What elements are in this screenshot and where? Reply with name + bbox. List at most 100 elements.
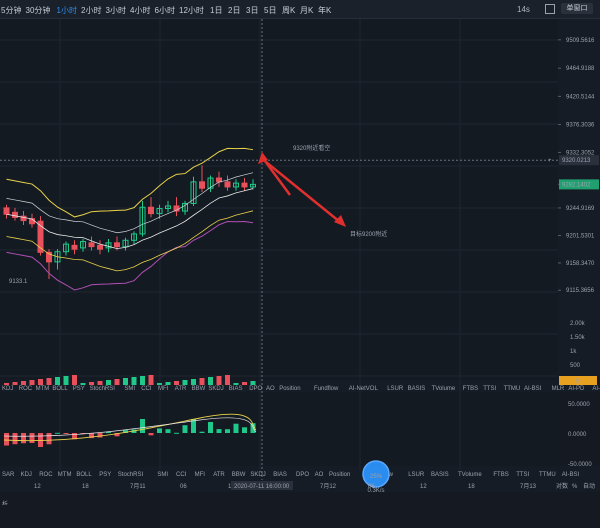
indicator2-tab-6: StochRSI (118, 472, 144, 478)
volume-bar (123, 378, 128, 385)
timeframe-10[interactable]: 3日 (246, 6, 259, 15)
window-mode-button[interactable]: 单窗口 (561, 3, 593, 14)
indicator2-tab-0: SAR (2, 472, 15, 478)
select-icon[interactable] (545, 4, 555, 14)
osc-bar (89, 433, 94, 439)
candle-body (114, 242, 120, 248)
osc-bar (157, 428, 162, 433)
volume-tick-label: 1.50k (570, 335, 586, 341)
last-price-label-box (559, 155, 599, 166)
indicator-tab-22: TTSI (483, 386, 496, 392)
indicator-tab-26: AI-PD (568, 386, 585, 392)
timeframe-1[interactable]: 30分钟 (25, 6, 51, 15)
volume-bar (55, 377, 60, 385)
candle-body (97, 244, 103, 250)
timeframe-8[interactable]: 1日 (210, 6, 223, 15)
candle-body (250, 183, 256, 188)
ma-line (6, 172, 254, 234)
indicator2-tab-19: BASIS (431, 472, 449, 478)
analysis-label: 析 (2, 500, 8, 508)
indicator-tab-0: KDJ (2, 386, 13, 392)
candle-body (207, 177, 214, 189)
volume-bar (157, 383, 162, 385)
osc-tick-label: 0.0000 (568, 432, 587, 438)
timeframe-6[interactable]: 6小时 (154, 6, 175, 15)
volume-bar (208, 377, 213, 385)
progress-circle (362, 460, 390, 488)
volume-bar (114, 379, 120, 385)
progress-label: 25% (370, 474, 383, 480)
indicator-tab-16: Fundflow (314, 386, 339, 392)
timeframe-7[interactable]: 12小时 (179, 6, 204, 15)
osc-bar (191, 419, 196, 433)
volume-bar (191, 379, 196, 385)
arrow-down-head (334, 215, 346, 227)
time-label: 18 (468, 484, 475, 490)
candle-body (233, 182, 239, 188)
timeframe-4[interactable]: 3小时 (105, 6, 126, 15)
candle-body (165, 205, 171, 210)
annotation-target: 目标9200附近 (350, 230, 387, 238)
timeframe-12[interactable]: 周K (282, 6, 296, 15)
timeframe-2[interactable]: 1小时 (56, 6, 77, 15)
indicator-tab-14: AO (266, 386, 275, 392)
timeframe-14[interactable]: 年K (318, 6, 332, 15)
indicator2-tab-9: MFI (195, 472, 206, 478)
indicator2-tab-10: ATR (213, 472, 225, 478)
price-pane-bg (0, 19, 558, 379)
osc-bar (72, 433, 77, 440)
osc-bar (123, 430, 128, 433)
plus-icon: + (548, 158, 552, 164)
volume-bar (106, 380, 111, 385)
osc-bar (208, 422, 213, 433)
time-label: 18 (82, 484, 89, 490)
osc-bar (63, 433, 69, 434)
candle-body (3, 207, 10, 215)
volume-bar (140, 376, 145, 385)
candle-body (80, 241, 86, 249)
volume-bar (233, 383, 239, 385)
timeframe-9[interactable]: 2日 (228, 6, 241, 15)
price-tick-label: 9158.3470 (566, 261, 595, 267)
volume-bar (242, 382, 247, 385)
timeframe-5[interactable]: 4小时 (130, 6, 151, 15)
candle-body (224, 181, 231, 188)
price-tick-label: 9244.9169 (566, 206, 595, 212)
timeframe-11[interactable]: 5日 (264, 6, 277, 15)
indicator2-tab-23: TTMU (539, 472, 556, 478)
candle-body (122, 239, 129, 248)
osc-bar (140, 419, 145, 433)
indicator-tab-5: StochRSI (90, 386, 116, 392)
volume-tick-label: 1k (570, 349, 577, 355)
upper-band-line (6, 147, 254, 218)
price-tick-label: 9332.3052 (566, 150, 595, 156)
volume-bar (72, 375, 77, 385)
timeframe-13[interactable]: 月K (300, 6, 314, 15)
indicator-tab-24: AI-BSI (524, 386, 542, 392)
volume-bar (225, 375, 230, 385)
osc-bar (4, 433, 9, 446)
volume-bar (199, 378, 205, 385)
candle-body (148, 206, 154, 215)
indicator-tab-11: SKDJ (208, 386, 223, 392)
indicator-tab-23: TTMU (504, 386, 521, 392)
lower-band-line (6, 220, 254, 291)
osc-bar (131, 429, 137, 433)
middle-band-line (6, 188, 254, 250)
osc-bar (199, 431, 205, 433)
volume-bar (165, 382, 171, 385)
osc-bar (38, 433, 43, 447)
osc-bar (97, 433, 103, 438)
timeframe-3[interactable]: 2小时 (81, 6, 102, 15)
candle-body (241, 182, 248, 188)
timeframe-0[interactable]: 5分钟 (1, 6, 22, 15)
osc-bar (80, 433, 86, 434)
indicator2-tab-13: BIAS (273, 472, 287, 478)
time-label: 06 (368, 484, 375, 490)
volume-bar (131, 377, 137, 385)
indicator2-tab-18: LSUR (408, 472, 425, 478)
price-tick-label: 9201.5301 (566, 233, 595, 239)
indicator-tab-3: BOLL (52, 386, 68, 392)
last-price-label: 9320.0213 (562, 158, 591, 164)
